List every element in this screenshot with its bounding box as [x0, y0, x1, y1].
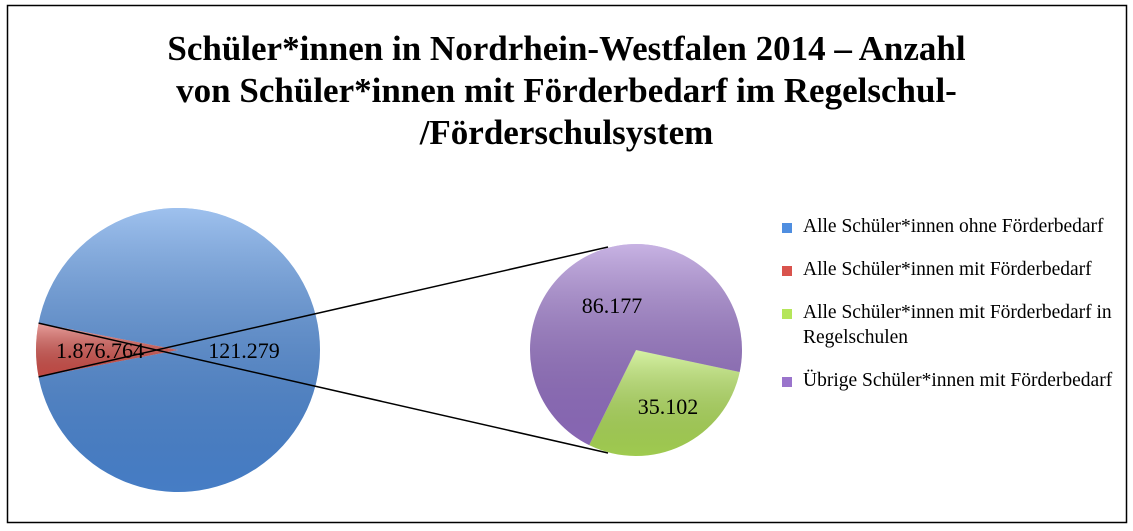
data-label: 86.177 — [582, 293, 643, 318]
chart-title: Schüler*innen in Nordrhein-Westfalen 201… — [167, 29, 966, 152]
legend-swatch — [782, 223, 792, 233]
connector — [38, 246, 609, 378]
legend-label: Alle Schüler*innen mit Förderbedarf — [803, 259, 1092, 280]
legend-label: Alle Schüler*innen ohne Förderbedarf — [803, 216, 1104, 237]
legend-entry: Alle Schüler*innen mit Förderbedarf in R… — [782, 300, 1127, 350]
legend-label: Übrige Schüler*innen mit Förderbedarf — [803, 370, 1113, 391]
slice-shine — [36, 323, 179, 377]
data-label: 1.876.764 — [56, 338, 144, 363]
legend-swatch — [782, 309, 792, 319]
legend-entry: Alle Schüler*innen mit Förderbedarf — [782, 257, 1127, 282]
connector — [38, 322, 609, 454]
data-label: 121.279 — [208, 338, 280, 363]
slice-shine — [589, 350, 740, 456]
frame — [6, 4, 1128, 524]
slice-shine — [530, 244, 743, 446]
legend: Alle Schüler*innen ohne Förderbedarf Alle… — [782, 214, 1127, 411]
legend-entry: Alle Schüler*innen ohne Förderbedarf — [782, 214, 1127, 239]
legend-swatch — [782, 266, 792, 276]
legend-entry: Übrige Schüler*innen mit Förderbedarf — [782, 368, 1127, 393]
slice-shine — [38, 208, 320, 492]
legend-label: Alle Schüler*innen mit Förderbedarf in R… — [803, 302, 1112, 348]
data-label: 35.102 — [638, 394, 699, 419]
legend-swatch — [782, 377, 792, 387]
